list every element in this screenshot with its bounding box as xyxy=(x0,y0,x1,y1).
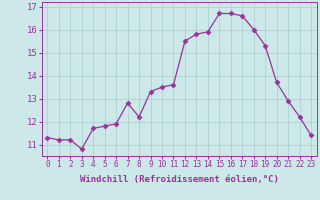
X-axis label: Windchill (Refroidissement éolien,°C): Windchill (Refroidissement éolien,°C) xyxy=(80,175,279,184)
